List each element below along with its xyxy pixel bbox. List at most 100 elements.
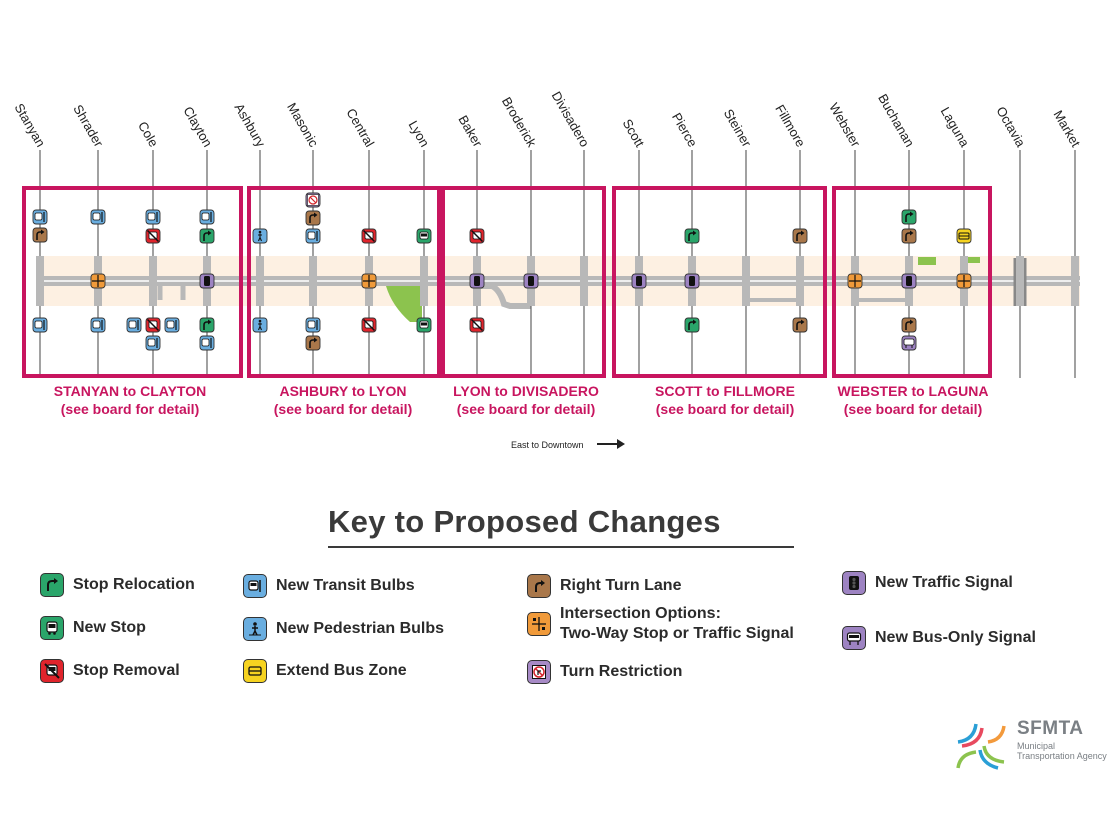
- transit-bulb-icon: [243, 574, 267, 598]
- direction-arrow-icon: [597, 439, 625, 449]
- new_traffic_signal-icon: [469, 273, 485, 289]
- new_pedestrian_bulbs-icon: [252, 317, 268, 333]
- new_transit_bulbs-icon: [164, 317, 180, 333]
- stop_removal-icon: [469, 317, 485, 333]
- new_stop-icon: [416, 317, 432, 333]
- intersection-options-icon: [527, 612, 551, 636]
- segment-box-3: [441, 186, 606, 378]
- stop_relocation-icon: [199, 317, 215, 333]
- street-label-shrader: Shrader: [70, 102, 106, 150]
- stop_removal-icon: [145, 317, 161, 333]
- intersection_options-icon: [956, 273, 972, 289]
- new_transit_bulbs-icon: [90, 209, 106, 225]
- street-label-masonic: Masonic: [284, 100, 321, 150]
- stop_removal-icon: [145, 228, 161, 244]
- logo-subtitle: Municipal Transportation Agency: [1017, 741, 1107, 761]
- new_transit_bulbs-icon: [126, 317, 142, 333]
- stop_relocation-icon: [684, 228, 700, 244]
- sfmta-logo: [956, 723, 1006, 770]
- bus-only-signal-icon: [842, 626, 866, 650]
- stop_removal-icon: [469, 228, 485, 244]
- stop_removal-icon: [361, 317, 377, 333]
- connector-road: [480, 283, 531, 309]
- street-label-divisadero: Divisadero: [549, 89, 593, 150]
- street-label-buchanan: Buchanan: [875, 91, 917, 149]
- street-label-laguna: Laguna: [938, 104, 973, 150]
- segment-box-4: [612, 186, 827, 378]
- street-label-steiner: Steiner: [721, 106, 755, 150]
- new_transit_bulbs-icon: [199, 209, 215, 225]
- legend-stop-removal: Stop Removal: [40, 659, 180, 683]
- street-label-market: Market: [1051, 108, 1084, 150]
- intersection_options-icon: [847, 273, 863, 289]
- new_transit_bulbs-icon: [32, 317, 48, 333]
- freeway-ramp: [1013, 258, 1027, 306]
- new_pedestrian_bulbs-icon: [252, 228, 268, 244]
- logo-name: SFMTA: [1017, 718, 1084, 739]
- legend-extend-bus-zone: Extend Bus Zone: [243, 659, 407, 683]
- legend-new-traffic-signal: New Traffic Signal: [842, 571, 1013, 595]
- park-area: [966, 257, 980, 263]
- street-label-webster: Webster: [826, 100, 863, 150]
- new_transit_bulbs-icon: [305, 317, 321, 333]
- new_bus_only_signal-icon: [901, 335, 917, 351]
- street-label-stanyan: Stanyan: [12, 101, 49, 150]
- street-label-lyon: Lyon: [406, 118, 433, 150]
- street-crossing-divisadero: [580, 256, 588, 306]
- new_transit_bulbs-icon: [90, 317, 106, 333]
- new_traffic_signal-icon: [631, 273, 647, 289]
- legend-turn-restriction: Turn Restriction: [527, 660, 682, 684]
- new-stop-icon: [40, 616, 64, 640]
- new_traffic_signal-icon: [684, 273, 700, 289]
- turn-restriction-icon: [527, 660, 551, 684]
- turn_restriction-icon: [305, 192, 321, 208]
- stop_relocation-icon: [901, 209, 917, 225]
- connector-road: [157, 286, 186, 300]
- street-label-octavia: Octavia: [993, 104, 1028, 150]
- direction-label: East to Downtown: [511, 440, 584, 450]
- right_turn_lane-icon: [792, 317, 808, 333]
- legend-new-pedestrian-bulbs: New Pedestrian Bulbs: [243, 617, 444, 641]
- traffic-signal-icon: [842, 571, 866, 595]
- street-label-baker: Baker: [455, 113, 485, 150]
- street-label-scott: Scott: [620, 116, 648, 149]
- segment-label-lyon-divisadero: LYON to DIVISADERO (see board for detail): [453, 383, 599, 417]
- new_transit_bulbs-icon: [32, 209, 48, 225]
- street-crossing-masonic: [309, 256, 317, 306]
- segment-box-2: [247, 186, 441, 378]
- right_turn_lane-icon: [792, 228, 808, 244]
- legend-intersection-options-line2: Two-Way Stop or Traffic Signal: [560, 625, 794, 642]
- legend-right-turn-lane: Right Turn Lane: [527, 574, 681, 598]
- legend-new-bus-only-signal: New Bus-Only Signal: [842, 626, 1036, 650]
- street-label-fillmore: Fillmore: [772, 102, 808, 150]
- stop-relocation-icon: [40, 573, 64, 597]
- stop-removal-icon: [40, 659, 64, 683]
- key-title: Key to Proposed Changes: [328, 504, 721, 539]
- street-crossing-octavia: [1016, 256, 1024, 306]
- right_turn_lane-icon: [32, 227, 48, 243]
- stop_removal-icon: [361, 228, 377, 244]
- intersection_options-icon: [90, 273, 106, 289]
- stop_relocation-icon: [199, 228, 215, 244]
- right-turn-icon: [527, 574, 551, 598]
- street-crossing-stanyan: [36, 256, 44, 306]
- stop_relocation-icon: [684, 317, 700, 333]
- street-label-pierce: Pierce: [669, 110, 700, 149]
- corridor-map: Stanyan Shrader Cole Clayton Ashbury Masonic C…: [12, 89, 1084, 378]
- legend-intersection-options: Intersection Options: Two-Way Stop or Tr…: [527, 604, 794, 644]
- street-crossing-cole: [149, 256, 157, 306]
- new_transit_bulbs-icon: [305, 228, 321, 244]
- new_transit_bulbs-icon: [145, 335, 161, 351]
- right_turn_lane-icon: [305, 210, 321, 226]
- right_turn_lane-icon: [901, 228, 917, 244]
- street-crossing-fillmore: [796, 256, 804, 306]
- right_turn_lane-icon: [305, 335, 321, 351]
- park-area: [918, 257, 936, 265]
- new_traffic_signal-icon: [523, 273, 539, 289]
- street-crossing-steiner: [742, 256, 750, 306]
- segment-label-ashbury-lyon: ASHBURY to LYON (see board for detail): [273, 383, 413, 417]
- right_turn_lane-icon: [901, 317, 917, 333]
- segment-box-1: [22, 186, 243, 378]
- street-crossing-market: [1071, 256, 1079, 306]
- pedestrian-bulb-icon: [243, 617, 267, 641]
